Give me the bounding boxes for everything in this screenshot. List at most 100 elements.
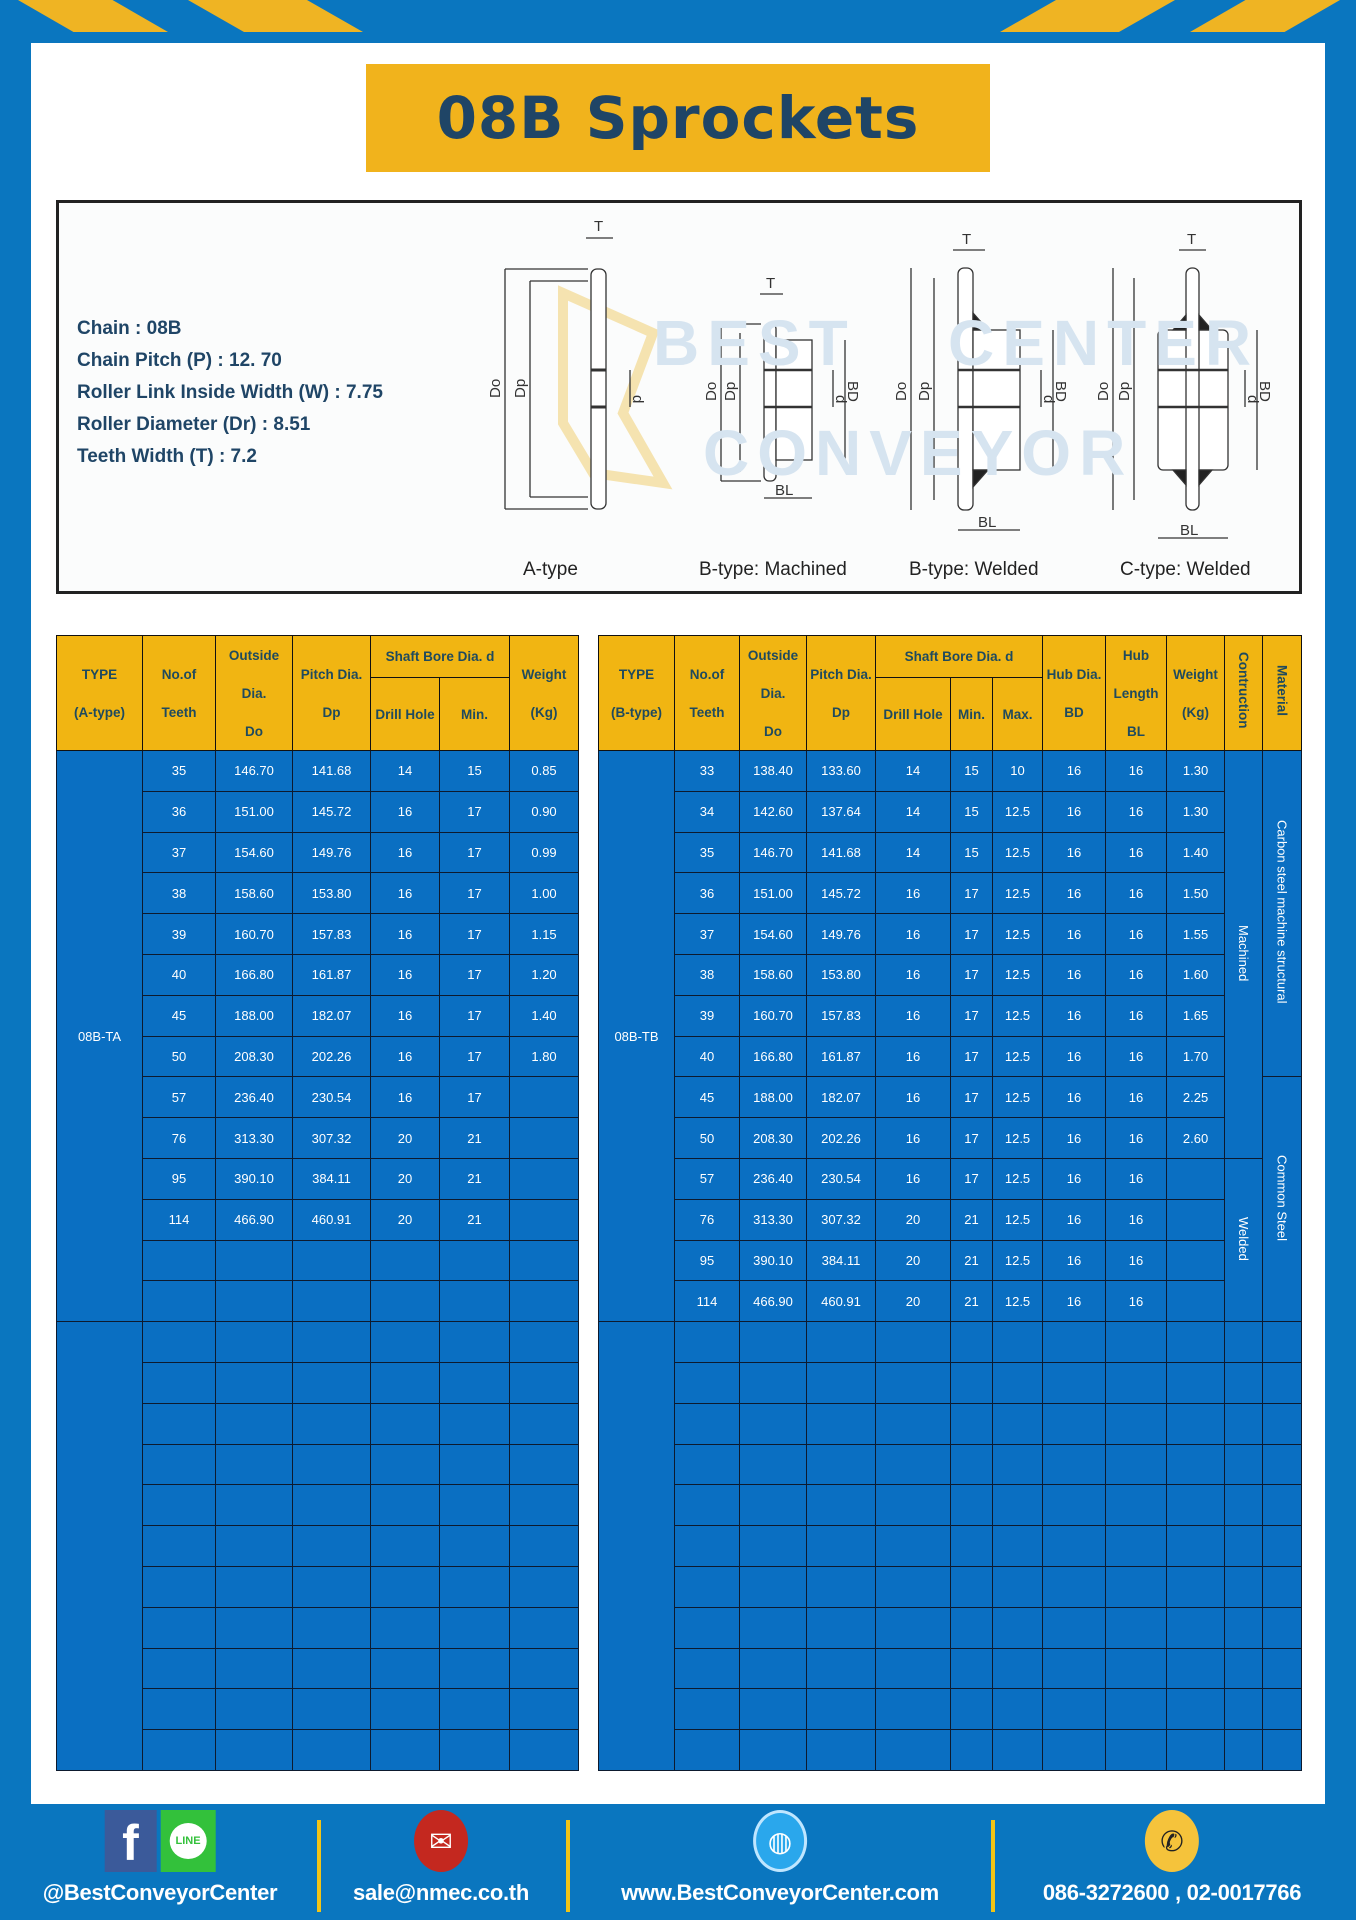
table-cell: 15 bbox=[438, 750, 511, 792]
table-cell bbox=[991, 1484, 1044, 1527]
table-cell bbox=[292, 1688, 371, 1731]
table-row: 08B-TB 33 138.40 133.60 14 15 10 16 16 1.30 Machin… bbox=[598, 749, 1303, 1323]
table-cell bbox=[674, 1688, 740, 1731]
table-cell: 460.91 bbox=[292, 1198, 371, 1241]
table-cell bbox=[739, 1688, 807, 1731]
table-cell bbox=[1262, 1647, 1303, 1690]
table-cell bbox=[509, 1239, 580, 1282]
table-cell bbox=[674, 1321, 740, 1363]
table-cell: 153.80 bbox=[292, 872, 371, 915]
footer-phone[interactable]: ✆ 086-3272600 , 02-0017766 bbox=[1043, 1810, 1301, 1906]
table-cell bbox=[370, 1729, 440, 1771]
table-cell bbox=[1105, 1402, 1168, 1445]
table-row: 39 160.70 157.83 16 17 12.5 16 16 1.65 bbox=[599, 994, 1302, 1037]
table-cell bbox=[1166, 1606, 1226, 1649]
table-cell bbox=[1166, 1280, 1226, 1323]
table-cell bbox=[1042, 1361, 1107, 1404]
table-cell: 17 bbox=[950, 1035, 993, 1078]
table-cell bbox=[370, 1647, 440, 1690]
table-cell bbox=[215, 1280, 293, 1323]
table-cell: 21 bbox=[438, 1198, 511, 1241]
table-cell bbox=[1105, 1443, 1168, 1486]
table-cell bbox=[215, 1606, 293, 1649]
table-cell: 12.5 bbox=[991, 790, 1044, 833]
table-cell bbox=[806, 1688, 876, 1731]
table-cell bbox=[1105, 1484, 1168, 1527]
phone-icon[interactable]: ✆ bbox=[1144, 1810, 1199, 1872]
table-cell: 154.60 bbox=[215, 831, 293, 874]
table-cell bbox=[215, 1484, 293, 1527]
line-icon[interactable]: LINE bbox=[160, 1810, 216, 1872]
table-cell bbox=[1166, 1565, 1226, 1608]
footer-email[interactable]: ✉ sale@nmec.co.th bbox=[353, 1810, 529, 1906]
title-banner: 08B Sprockets bbox=[366, 64, 990, 172]
table-cell: 16 bbox=[1042, 790, 1107, 833]
table-cell: 14 bbox=[875, 790, 951, 833]
table-cell bbox=[875, 1361, 951, 1404]
table-cell: 17 bbox=[950, 1076, 993, 1119]
table-cell bbox=[438, 1525, 511, 1567]
table-cell bbox=[739, 1402, 807, 1445]
table-cell: 17 bbox=[438, 994, 511, 1037]
globe-icon[interactable]: ◍ bbox=[753, 1810, 807, 1872]
table-cell: 16 bbox=[1042, 1239, 1107, 1282]
decor-stripe bbox=[18, 0, 168, 32]
website-link[interactable]: www.BestConveyorCenter.com bbox=[621, 1880, 939, 1905]
table-cell: 1.00 bbox=[509, 872, 580, 915]
table-cell bbox=[292, 1606, 371, 1649]
table-cell: 151.00 bbox=[739, 872, 807, 915]
table-cell bbox=[806, 1443, 876, 1486]
table-cell bbox=[991, 1606, 1044, 1649]
table-cell bbox=[1224, 1484, 1264, 1527]
table-cell bbox=[509, 1157, 580, 1200]
table-cell: 17 bbox=[438, 831, 511, 874]
table-cell bbox=[950, 1688, 993, 1731]
email-link[interactable]: sale@nmec.co.th bbox=[353, 1880, 529, 1905]
table-cell: 16 bbox=[1042, 1157, 1107, 1200]
table-cell bbox=[950, 1321, 993, 1363]
table-cell: 17 bbox=[950, 994, 993, 1037]
svg-text:T: T bbox=[766, 275, 775, 292]
table-cell: 1.20 bbox=[509, 953, 580, 996]
svg-text:BD: BD bbox=[1052, 381, 1069, 402]
facebook-icon[interactable]: f bbox=[104, 1810, 157, 1872]
watermark-conveyor: CONVEYOR bbox=[703, 417, 1133, 489]
table-cell bbox=[292, 1280, 371, 1323]
watermark-best: BEST bbox=[653, 307, 856, 379]
table-cell: 16 bbox=[1105, 1198, 1168, 1241]
table-cell: 21 bbox=[950, 1239, 993, 1282]
footer-website[interactable]: ◍ www.BestConveyorCenter.com bbox=[621, 1810, 939, 1906]
table-cell: 149.76 bbox=[292, 831, 371, 874]
table-cell bbox=[1224, 1402, 1264, 1445]
table-cell: 14 bbox=[370, 750, 440, 792]
table-cell bbox=[509, 1076, 580, 1119]
table-cell: 466.90 bbox=[739, 1280, 807, 1323]
table-cell bbox=[806, 1729, 876, 1771]
header-pitch-dia: Pitch Dia. Dp bbox=[292, 635, 371, 751]
table-cell bbox=[1166, 1647, 1226, 1690]
table-cell bbox=[509, 1484, 580, 1527]
table-cell bbox=[215, 1729, 293, 1771]
table-cell bbox=[215, 1321, 293, 1363]
table-cell: 12.5 bbox=[991, 1035, 1044, 1078]
table-cell: 1.40 bbox=[509, 994, 580, 1037]
footer-social[interactable]: f LINE @BestConveyorCenter bbox=[43, 1810, 278, 1906]
table-cell bbox=[875, 1606, 951, 1649]
table-cell: 157.83 bbox=[292, 913, 371, 955]
table-cell bbox=[215, 1647, 293, 1690]
table-cell bbox=[292, 1525, 371, 1567]
header-pitch-dia: Pitch Dia. Dp bbox=[806, 635, 876, 751]
table-cell: 38 bbox=[674, 953, 740, 996]
table-cell bbox=[674, 1647, 740, 1690]
table-cell: 236.40 bbox=[215, 1076, 293, 1119]
table-cell: 40 bbox=[142, 953, 216, 996]
sprocket-drawings: BEST CONVEYOR CENTER T T T T BL BL BL Do… bbox=[487, 218, 1273, 580]
table-row bbox=[57, 1239, 580, 1282]
table-cell: 141.68 bbox=[806, 831, 876, 874]
email-icon[interactable]: ✉ bbox=[414, 1810, 468, 1872]
table-cell bbox=[142, 1606, 216, 1649]
table-cell bbox=[142, 1647, 216, 1690]
table-cell: 10 bbox=[991, 750, 1044, 792]
table-cell: 57 bbox=[674, 1157, 740, 1200]
table-cell: 16 bbox=[370, 872, 440, 915]
